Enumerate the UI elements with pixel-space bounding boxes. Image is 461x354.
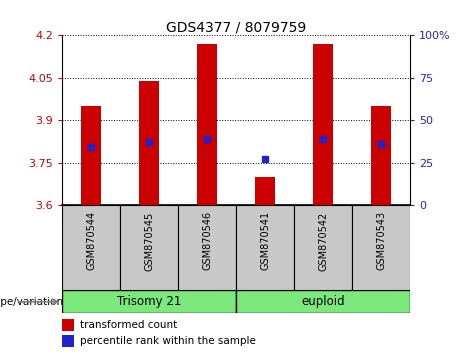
Text: Trisomy 21: Trisomy 21 (117, 295, 182, 308)
Text: genotype/variation: genotype/variation (0, 297, 64, 307)
Bar (62, 290, 236, 313)
Text: GSM870541: GSM870541 (260, 211, 270, 270)
Text: GSM870546: GSM870546 (202, 211, 212, 270)
Bar (62, 335, 74, 347)
Bar (313, 44, 333, 205)
Text: GSM870543: GSM870543 (376, 211, 386, 270)
Bar (236, 205, 294, 290)
Text: euploid: euploid (301, 295, 345, 308)
Bar (120, 205, 178, 290)
Text: GSM870542: GSM870542 (318, 211, 328, 270)
Bar (197, 44, 218, 205)
Bar (294, 205, 352, 290)
Bar (62, 205, 120, 290)
Text: percentile rank within the sample: percentile rank within the sample (80, 336, 255, 346)
Bar (178, 205, 236, 290)
Bar (255, 177, 275, 205)
Title: GDS4377 / 8079759: GDS4377 / 8079759 (166, 20, 307, 34)
Bar (352, 205, 410, 290)
Bar (139, 81, 160, 205)
Bar (81, 106, 101, 205)
Text: GSM870544: GSM870544 (86, 211, 96, 270)
Bar (236, 290, 410, 313)
Text: transformed count: transformed count (80, 320, 177, 330)
Bar (371, 106, 391, 205)
Bar (62, 319, 74, 331)
Text: GSM870545: GSM870545 (144, 211, 154, 270)
